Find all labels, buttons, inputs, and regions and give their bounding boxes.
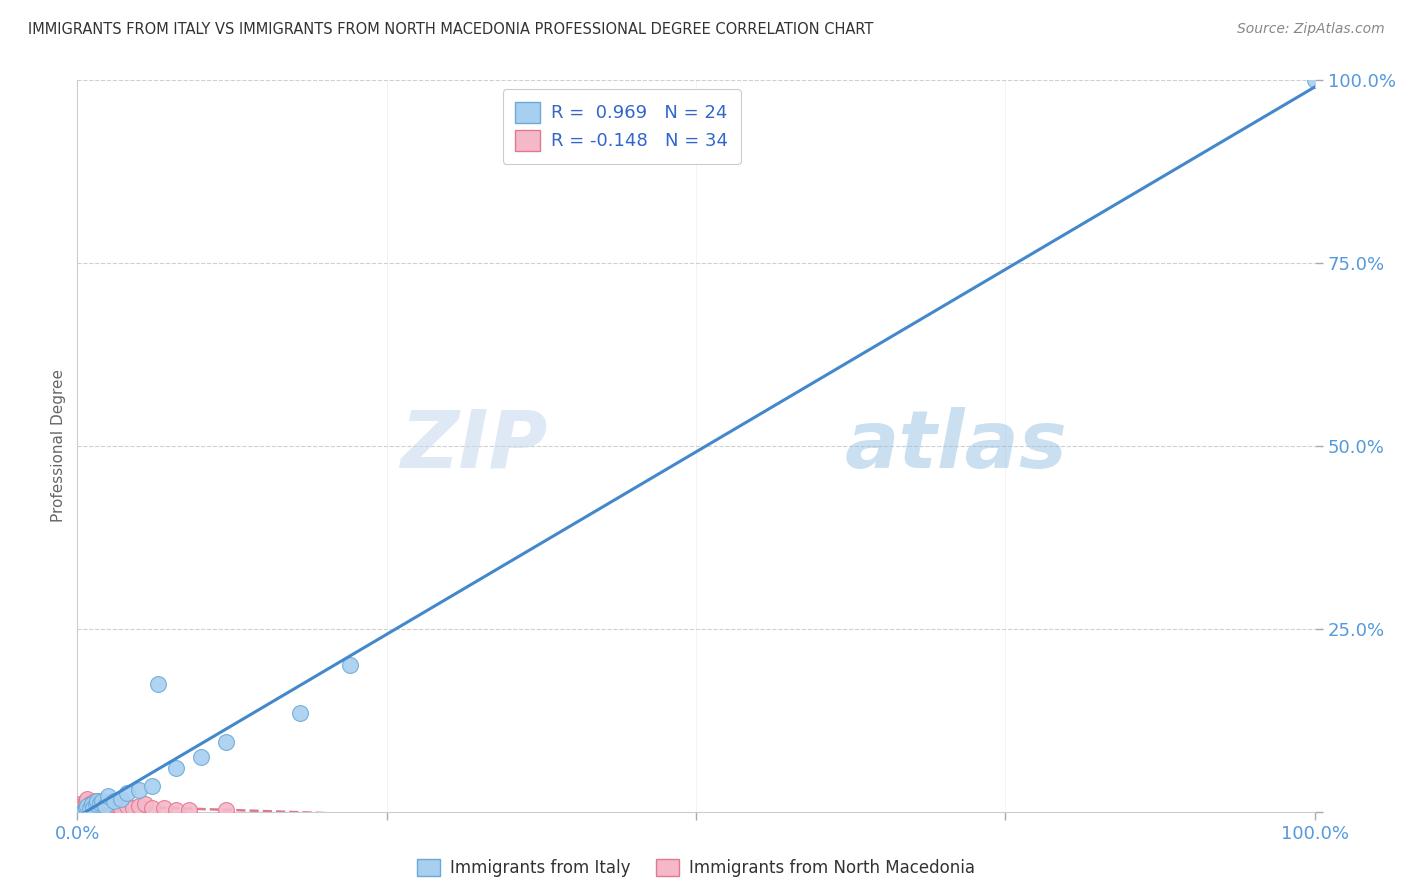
Point <box>82 797 104 812</box>
Point <box>288 706 311 720</box>
Point <box>103 794 125 808</box>
Point <box>97 798 120 813</box>
Point <box>76 791 98 805</box>
Point <box>72 801 94 815</box>
Point <box>110 791 132 805</box>
Text: ZIP: ZIP <box>401 407 547 485</box>
Point <box>128 798 150 813</box>
Point <box>89 796 111 810</box>
Point <box>86 801 108 815</box>
Point <box>115 787 138 801</box>
Point <box>339 658 361 673</box>
Point <box>165 761 187 775</box>
Point <box>100 801 122 815</box>
Point <box>72 803 94 817</box>
Point <box>91 794 114 808</box>
Point <box>141 779 163 793</box>
Point <box>82 798 104 813</box>
Point <box>153 801 176 815</box>
Point <box>69 797 91 812</box>
Point <box>134 797 156 812</box>
Point <box>110 801 132 815</box>
Point <box>97 789 120 803</box>
Point <box>83 794 105 808</box>
Point <box>86 794 108 808</box>
Point <box>75 794 97 808</box>
Text: atlas: atlas <box>845 407 1067 485</box>
Point <box>91 801 114 815</box>
Point <box>79 797 101 812</box>
Point <box>141 801 163 815</box>
Point <box>87 796 110 810</box>
Point <box>70 798 93 813</box>
Point <box>1303 73 1326 87</box>
Point <box>177 803 200 817</box>
Point <box>80 801 103 815</box>
Point <box>215 803 238 817</box>
Point <box>84 797 107 812</box>
Legend: R =  0.969   N = 24, R = -0.148   N = 34: R = 0.969 N = 24, R = -0.148 N = 34 <box>502 89 741 163</box>
Point <box>146 676 169 690</box>
Point <box>79 801 101 815</box>
Point <box>77 805 100 819</box>
Point <box>82 801 104 815</box>
Point <box>76 798 98 813</box>
Point <box>72 805 94 819</box>
Point <box>190 749 212 764</box>
Point <box>89 794 111 808</box>
Point <box>93 797 115 812</box>
Point <box>75 801 97 815</box>
Text: IMMIGRANTS FROM ITALY VS IMMIGRANTS FROM NORTH MACEDONIA PROFESSIONAL DEGREE COR: IMMIGRANTS FROM ITALY VS IMMIGRANTS FROM… <box>28 22 873 37</box>
Point <box>67 801 90 815</box>
Point <box>122 801 145 815</box>
Point <box>165 803 187 817</box>
Point <box>84 797 107 812</box>
Point <box>93 798 115 813</box>
Point <box>103 797 125 812</box>
Point <box>73 801 96 815</box>
Point <box>82 796 104 810</box>
Point <box>90 797 112 812</box>
Point <box>215 735 238 749</box>
Y-axis label: Professional Degree: Professional Degree <box>51 369 66 523</box>
Point <box>115 798 138 813</box>
Text: Source: ZipAtlas.com: Source: ZipAtlas.com <box>1237 22 1385 37</box>
Point <box>128 782 150 797</box>
